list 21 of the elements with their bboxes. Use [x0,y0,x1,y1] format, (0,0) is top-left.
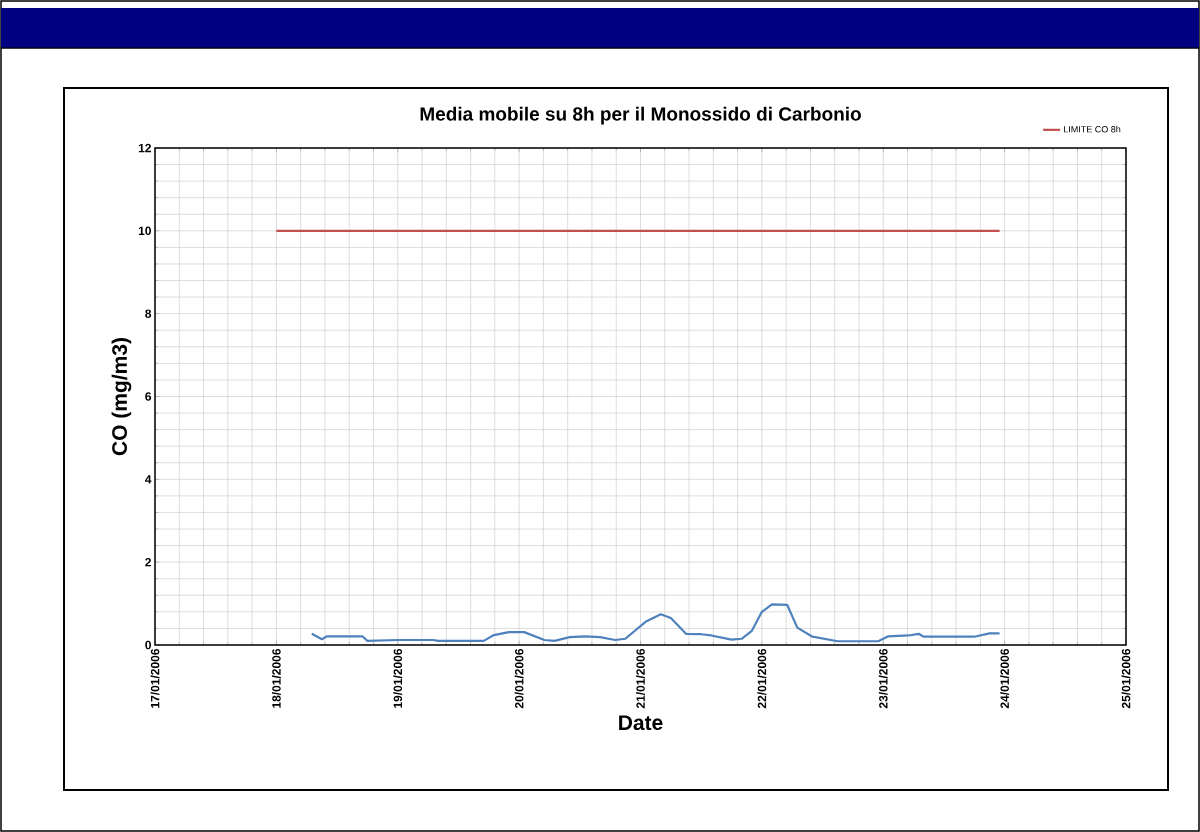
y-tick-label: 12 [138,143,151,153]
y-tick-label: 4 [144,475,152,484]
x-tick-label: 24/01/2006 [1000,648,1010,709]
x-tick-label: 18/01/2006 [271,648,281,708]
y-axis-title: CO (mg/m3) [111,338,132,456]
x-axis-title: Date [619,715,663,731]
x-tick-label: 23/01/2006 [878,648,888,709]
y-tick-label: 10 [138,226,151,236]
y-tick-label: 6 [145,392,152,401]
y-tick-label: 8 [145,309,152,318]
x-tick-label: 22/01/2006 [757,648,767,709]
chart-title: Media mobile su 8h per il Monossido di Carbonio [420,106,861,125]
y-tick-label: 0 [145,640,151,650]
y-tick-label: 2 [145,557,151,567]
x-tick-label: 25/01/2006 [1121,648,1131,709]
x-tick-label: 20/01/2006 [514,648,524,709]
x-tick-label: 19/01/2006 [393,648,403,708]
x-tick-label: 17/01/2006 [150,648,160,708]
line-series [310,603,1001,643]
legend-label: LIMITE CO 8h [1064,125,1121,133]
x-tick-label: 21/01/2006 [636,648,645,709]
